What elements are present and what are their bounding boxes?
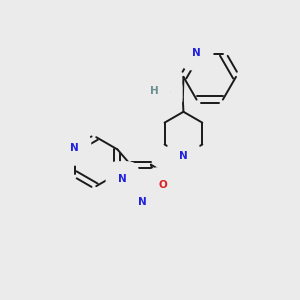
Text: N: N bbox=[118, 174, 127, 184]
Text: H: H bbox=[149, 86, 158, 97]
Text: N: N bbox=[179, 151, 188, 161]
Text: O: O bbox=[159, 180, 168, 190]
Text: N: N bbox=[138, 197, 146, 207]
Text: N: N bbox=[70, 143, 79, 153]
Text: O: O bbox=[161, 88, 170, 98]
Text: N: N bbox=[192, 48, 201, 58]
